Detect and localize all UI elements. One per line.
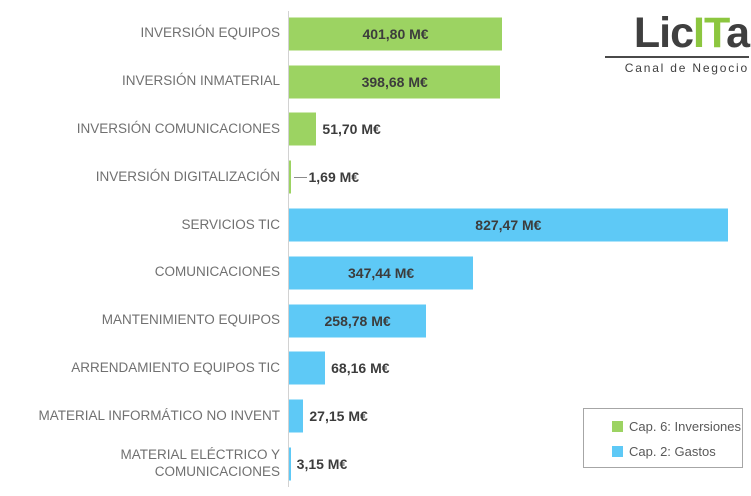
chart-row: INVERSIÓN EQUIPOS 401,80 M€: [0, 10, 745, 58]
bar: [289, 65, 501, 99]
bar: [289, 208, 728, 242]
legend-item-gastos: Cap. 2: Gastos: [612, 444, 738, 459]
legend-label-inversiones: Cap. 6: Inversiones: [629, 419, 742, 434]
leader-line: [293, 177, 307, 179]
bar-track: 51,70 M€: [289, 106, 745, 154]
category-label: MANTENIMIENTO EQUIPOS: [101, 312, 280, 328]
chart-row: MATERIAL ELÉCTRICO Y COMUNICACIONES 3,15 …: [0, 440, 745, 488]
chart-row: MANTENIMIENTO EQUIPOS 258,78 M€: [0, 297, 745, 345]
bar: [289, 160, 291, 194]
bar-value-label: 401,80 M€: [362, 25, 429, 42]
logo-part-it: IT: [693, 9, 727, 57]
logo-part-lic: Lic: [633, 9, 694, 57]
bar-value-label: 27,15 M€: [309, 408, 368, 425]
bar-track: 398,68 M€: [289, 58, 745, 106]
legend: Cap. 6: Inversiones Cap. 2: Gastos: [583, 408, 743, 468]
bar-value-label: 1,69 M€: [308, 169, 360, 186]
bar-value-label: 51,70 M€: [322, 121, 381, 138]
legend-label-gastos: Cap. 2: Gastos: [629, 444, 716, 459]
category-label: INVERSIÓN EQUIPOS: [140, 25, 280, 41]
bar: [289, 399, 304, 433]
chart-row: INVERSIÓN INMATERIAL 398,68 M€: [0, 58, 745, 106]
category-label: INVERSIÓN INMATERIAL: [121, 73, 280, 89]
bar: [289, 351, 326, 385]
bar: [289, 17, 503, 51]
bar-value-label: 347,44 M€: [348, 264, 415, 281]
bar-track: 401,80 M€: [289, 10, 745, 58]
bar-track: 258,78 M€: [289, 297, 745, 345]
chart-row: SERVICIOS TIC 827,47 M€: [0, 201, 745, 249]
category-label: COMUNICACIONES: [154, 264, 280, 280]
chart-rows: INVERSIÓN EQUIPOS 401,80 M€ INVERSIÓN INMA…: [0, 10, 745, 488]
bar-track: 347,44 M€: [289, 249, 745, 297]
bar-track: 27,15 M€: [289, 392, 745, 440]
category-label: MATERIAL ELÉCTRICO Y COMUNICACIONES: [120, 447, 280, 480]
chart-row: INVERSIÓN COMUNICACIONES 51,70 M€: [0, 106, 745, 154]
bar: [289, 304, 427, 338]
legend-swatch-inversiones: [612, 421, 623, 432]
bar-value-label: 398,68 M€: [361, 73, 428, 90]
chart-row: INVERSIÓN DIGITALIZACIÓN 1,69 M€: [0, 153, 745, 201]
bar: [289, 112, 317, 146]
category-label: MATERIAL INFORMÁTICO NO INVENT: [38, 407, 280, 423]
legend-item-inversiones: Cap. 6: Inversiones: [612, 419, 742, 434]
bar-track: 1,69 M€: [289, 153, 745, 201]
bar-value-label: 3,15 M€: [296, 456, 348, 473]
legend-swatch-gastos: [612, 446, 623, 457]
category-label: INVERSIÓN DIGITALIZACIÓN: [95, 168, 280, 184]
chart-row: COMUNICACIONES 347,44 M€: [0, 249, 745, 297]
bar-track: 3,15 M€: [289, 440, 745, 488]
logo-part-a: a: [726, 9, 750, 57]
logo-rule: [605, 56, 749, 58]
logo-wordmark: LicITa: [605, 9, 750, 57]
bar-track: 68,16 M€: [289, 345, 745, 393]
category-label: INVERSIÓN COMUNICACIONES: [76, 121, 280, 137]
bar-value-label: 827,47 M€: [475, 217, 542, 234]
chart-row: MATERIAL INFORMÁTICO NO INVENT 27,15 M€: [0, 392, 745, 440]
logo-subtitle: Canal de Negocio: [624, 61, 749, 75]
category-label: ARRENDAMIENTO EQUIPOS TIC: [71, 360, 280, 376]
category-label: SERVICIOS TIC: [181, 216, 280, 232]
bar-value-label: 258,78 M€: [324, 312, 391, 329]
y-axis-line: [288, 11, 289, 487]
bar: [289, 256, 474, 290]
bar-track: 827,47 M€: [289, 201, 745, 249]
chart-row: ARRENDAMIENTO EQUIPOS TIC 68,16 M€: [0, 345, 745, 393]
bar: [289, 447, 291, 481]
bar-value-label: 68,16 M€: [331, 360, 390, 377]
logo: LicITa Canal de Negocio: [605, 9, 750, 75]
